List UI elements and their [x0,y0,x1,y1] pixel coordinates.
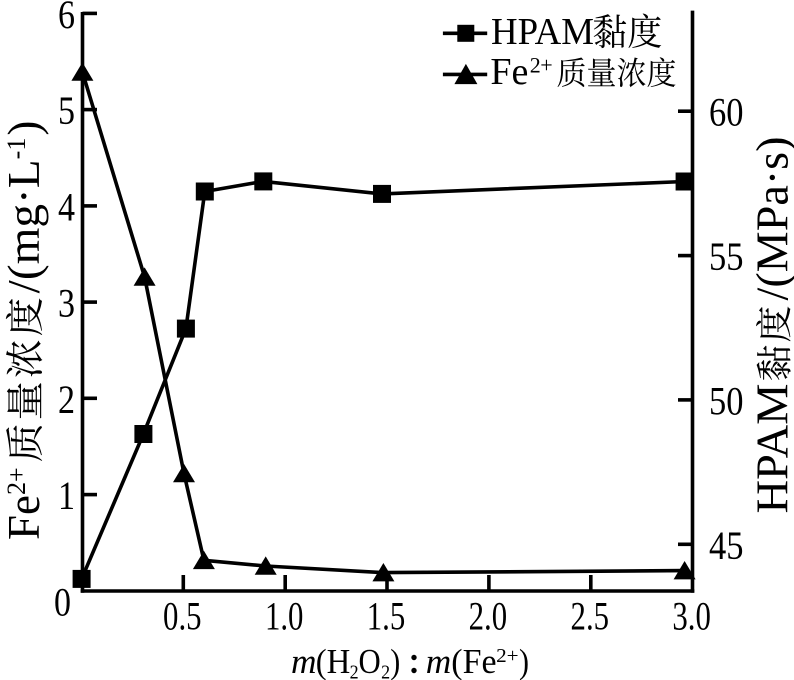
svg-text:60: 60 [709,90,744,135]
svg-text:3.0: 3.0 [672,594,711,639]
svg-text:4: 4 [58,184,75,229]
svg-text:2+: 2+ [496,645,518,667]
svg-text:): ) [519,642,529,680]
svg-text:3: 3 [58,281,75,326]
svg-text:/(MPa·s): /(MPa·s) [748,137,794,301]
svg-text:(Fe: (Fe [451,642,496,680]
svg-text:2: 2 [58,377,75,422]
svg-text:): ) [0,121,49,136]
svg-text:6: 6 [58,0,75,37]
svg-text:m: m [426,642,452,680]
svg-text:(H: (H [316,642,351,680]
svg-text:55: 55 [709,234,744,279]
svg-text:5: 5 [58,88,75,133]
svg-text:-1: -1 [2,138,31,160]
svg-text:45: 45 [709,523,744,568]
svg-text:HPAM: HPAM [491,11,594,53]
svg-text:/(mg·L: /(mg·L [0,159,49,293]
svg-text:Fe: Fe [0,495,49,540]
svg-text:1.5: 1.5 [367,594,406,639]
svg-text:1: 1 [58,473,75,518]
svg-text:): ) [390,642,400,680]
svg-text:2: 2 [381,662,390,680]
svg-text:Fe: Fe [490,51,528,93]
svg-text:50: 50 [709,378,744,423]
svg-text:0: 0 [54,580,71,625]
svg-text:0.5: 0.5 [163,594,202,639]
svg-text:HPAM: HPAM [748,384,794,514]
svg-text:2.0: 2.0 [469,594,508,639]
svg-text:m: m [291,642,317,680]
svg-text:O: O [359,642,381,680]
svg-text:2+: 2+ [530,52,553,77]
svg-text:2.5: 2.5 [571,594,610,639]
svg-text:2+: 2+ [2,467,31,495]
svg-text:2: 2 [350,662,359,680]
svg-text:1.0: 1.0 [265,594,304,639]
